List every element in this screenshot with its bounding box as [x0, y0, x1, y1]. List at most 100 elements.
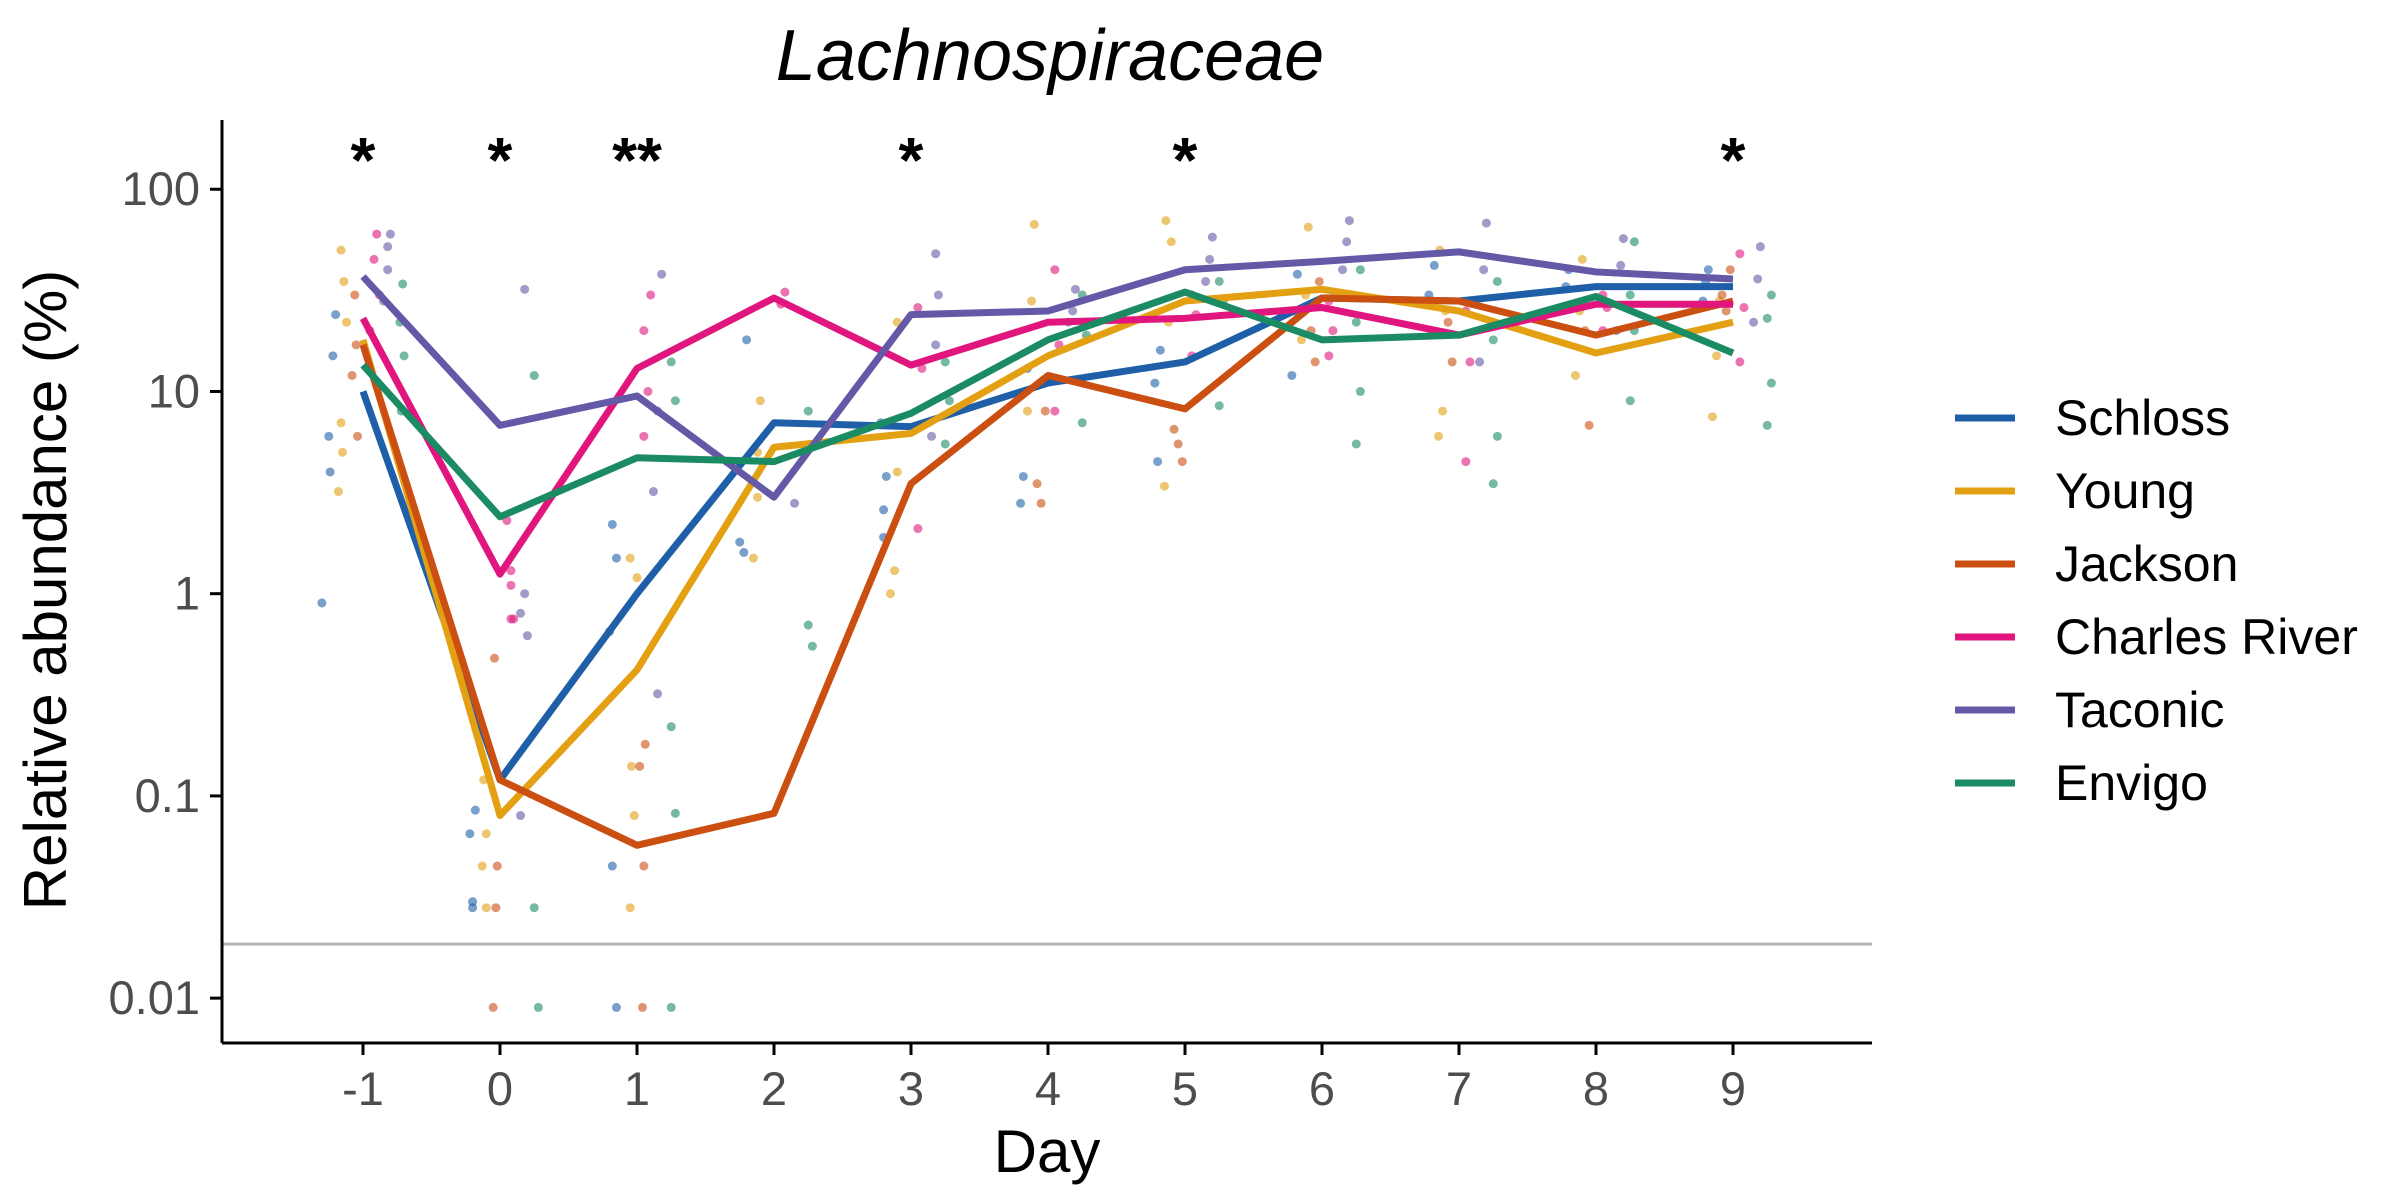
data-point-envigo	[666, 357, 676, 367]
data-point-jackson	[1717, 290, 1727, 300]
data-point-charles-river	[1050, 406, 1060, 416]
data-point-young	[625, 553, 635, 563]
x-tick-label: 1	[624, 1062, 650, 1115]
data-point-charles-river	[639, 431, 649, 441]
data-point-schloss	[1703, 265, 1713, 275]
x-tick-label: 8	[1583, 1062, 1609, 1115]
data-point-schloss	[1155, 345, 1165, 355]
legend-label: Young	[2055, 463, 2195, 519]
data-point-taconic	[385, 229, 395, 239]
data-point-taconic	[1475, 357, 1485, 367]
data-point-charles-river	[913, 303, 923, 313]
data-point-jackson	[491, 903, 501, 913]
data-point-young	[481, 829, 491, 839]
significance-marker: *	[488, 124, 513, 196]
data-point-envigo	[1351, 317, 1361, 327]
data-point-taconic	[520, 284, 530, 294]
data-point-envigo	[1492, 276, 1502, 286]
data-point-taconic	[931, 340, 941, 350]
data-point-charles-river	[1324, 351, 1334, 361]
data-point-charles-river	[780, 287, 790, 297]
data-point-envigo	[940, 439, 950, 449]
data-point-schloss	[735, 537, 745, 547]
legend: Schloss Young Jackson Charles River Taconic E…	[1955, 390, 2358, 811]
x-tick-label: 2	[761, 1062, 787, 1115]
data-point-envigo	[1766, 378, 1776, 388]
data-point-young	[342, 317, 352, 327]
data-point-taconic	[383, 265, 393, 275]
data-point-jackson	[1725, 265, 1735, 275]
data-point-charles-river	[506, 580, 516, 590]
data-point-envigo	[1629, 237, 1639, 247]
legend-label: Envigo	[2055, 755, 2208, 811]
data-point-jackson	[1721, 306, 1731, 316]
series-line-envigo	[360, 288, 1735, 521]
data-point-envigo	[1766, 290, 1776, 300]
data-point-charles-river	[1328, 326, 1338, 336]
data-point-jackson	[640, 739, 650, 749]
data-point-jackson	[1040, 406, 1050, 416]
x-tick-label: -1	[342, 1062, 384, 1115]
x-tick-label: 4	[1035, 1062, 1061, 1115]
data-point-schloss	[607, 519, 617, 529]
data-point-envigo	[1214, 276, 1224, 286]
data-point-young	[755, 396, 765, 406]
data-point-taconic	[1338, 265, 1348, 275]
data-point-schloss	[1292, 269, 1302, 279]
data-point-taconic	[1205, 254, 1215, 264]
significance-marker: *	[899, 124, 924, 196]
data-point-schloss	[317, 598, 327, 608]
data-point-schloss	[1018, 471, 1028, 481]
data-point-schloss	[1287, 370, 1297, 380]
data-point-schloss	[1016, 498, 1026, 508]
data-point-schloss	[465, 829, 475, 839]
data-point-jackson	[1314, 276, 1324, 286]
series-line-young	[359, 285, 1734, 820]
data-point-young	[339, 276, 349, 286]
data-point-young	[477, 861, 487, 871]
data-point-taconic	[1753, 274, 1763, 284]
data-point-taconic	[648, 487, 658, 497]
x-tick-label: 7	[1446, 1062, 1472, 1115]
x-ticks-layer: -1 0 1 2 3 4 5 6 7 8 9	[342, 1043, 1746, 1115]
data-point-charles-river	[913, 524, 923, 534]
x-tick-label: 3	[898, 1062, 924, 1115]
data-point-envigo	[533, 1002, 543, 1012]
data-point-taconic	[790, 498, 800, 508]
data-point-taconic	[522, 631, 532, 641]
lines-layer	[359, 248, 1735, 849]
significance-layer: * * ** * * *	[351, 124, 1746, 196]
data-point-young	[885, 589, 895, 599]
data-point-taconic	[1342, 237, 1352, 247]
data-point-envigo	[1625, 290, 1635, 300]
data-point-envigo	[666, 1002, 676, 1012]
data-point-envigo	[666, 722, 676, 732]
data-point-taconic	[1755, 242, 1765, 252]
data-point-envigo	[1355, 265, 1365, 275]
data-point-jackson	[1032, 479, 1042, 489]
data-point-charles-river	[646, 290, 656, 300]
data-point-charles-river	[506, 614, 516, 624]
data-point-taconic	[516, 608, 526, 618]
significance-marker: *	[351, 124, 376, 196]
chart-title: Lachnospiraceae	[776, 16, 1324, 96]
data-point-taconic	[931, 249, 941, 259]
data-point-young	[1296, 335, 1306, 345]
x-tick-label: 9	[1720, 1062, 1746, 1115]
data-point-taconic	[1616, 260, 1626, 270]
data-point-charles-river	[506, 566, 516, 576]
data-point-young	[1438, 406, 1448, 416]
significance-marker: *	[1721, 124, 1746, 196]
data-point-jackson	[492, 861, 502, 871]
data-point-young	[333, 487, 343, 497]
x-tick-label: 0	[487, 1062, 513, 1115]
data-point-envigo	[670, 808, 680, 818]
data-point-jackson	[488, 1002, 498, 1012]
data-point-envigo	[944, 396, 954, 406]
data-point-schloss	[470, 805, 480, 815]
data-point-envigo	[803, 406, 813, 416]
significance-marker: *	[1173, 124, 1198, 196]
data-point-young	[892, 467, 902, 477]
significance-marker: **	[612, 124, 662, 196]
data-point-jackson	[350, 290, 360, 300]
